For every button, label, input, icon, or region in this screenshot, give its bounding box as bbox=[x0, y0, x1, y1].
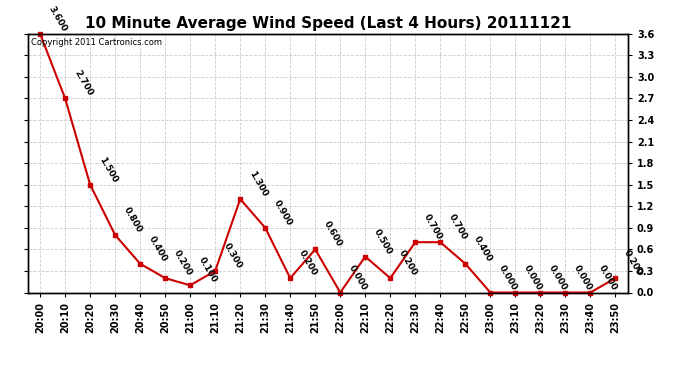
Text: 0.700: 0.700 bbox=[422, 213, 444, 242]
Text: 0.700: 0.700 bbox=[447, 213, 469, 242]
Text: 0.100: 0.100 bbox=[197, 256, 219, 285]
Text: 0.000: 0.000 bbox=[547, 263, 569, 292]
Text: 2.700: 2.700 bbox=[72, 69, 94, 98]
Text: 0.200: 0.200 bbox=[397, 249, 419, 278]
Text: 0.900: 0.900 bbox=[272, 198, 294, 227]
Text: 0.000: 0.000 bbox=[347, 263, 369, 292]
Text: 0.400: 0.400 bbox=[147, 234, 169, 263]
Text: 0.000: 0.000 bbox=[522, 263, 544, 292]
Text: 0.400: 0.400 bbox=[472, 234, 494, 263]
Text: 0.600: 0.600 bbox=[322, 220, 344, 249]
Text: 0.000: 0.000 bbox=[598, 263, 619, 292]
Text: Copyright 2011 Cartronics.com: Copyright 2011 Cartronics.com bbox=[30, 38, 161, 46]
Text: 0.300: 0.300 bbox=[222, 242, 244, 270]
Text: 1.500: 1.500 bbox=[97, 155, 119, 184]
Text: 0.500: 0.500 bbox=[372, 227, 394, 256]
Text: 3.600: 3.600 bbox=[47, 4, 69, 33]
Text: 0.000: 0.000 bbox=[497, 263, 519, 292]
Title: 10 Minute Average Wind Speed (Last 4 Hours) 20111121: 10 Minute Average Wind Speed (Last 4 Hou… bbox=[85, 16, 571, 31]
Text: 0.200: 0.200 bbox=[297, 249, 319, 278]
Text: 1.300: 1.300 bbox=[247, 170, 269, 198]
Text: 0.000: 0.000 bbox=[572, 263, 594, 292]
Text: 0.200: 0.200 bbox=[172, 249, 194, 278]
Text: 0.800: 0.800 bbox=[122, 206, 144, 234]
Text: 0.200: 0.200 bbox=[622, 249, 644, 278]
